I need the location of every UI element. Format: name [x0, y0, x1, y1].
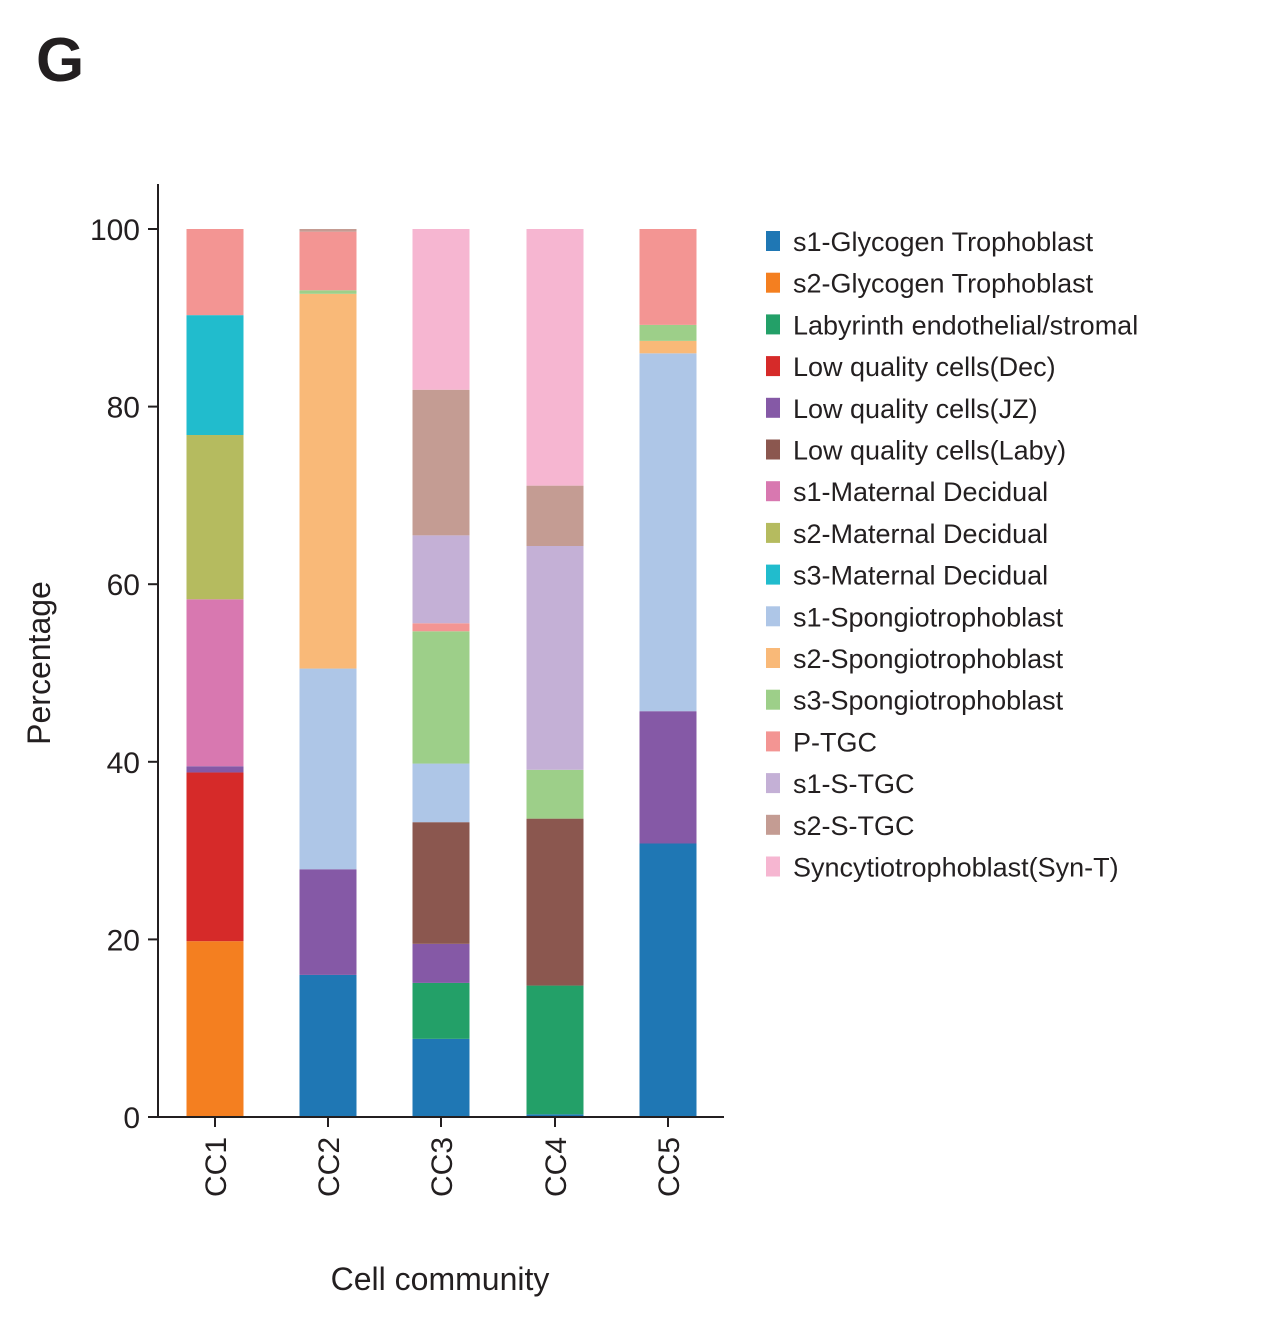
legend-label: Syncytiotrophoblast(Syn-T) [793, 853, 1119, 883]
legend-label: s2-S-TGC [793, 811, 915, 841]
bar-segment-cc5-4 [639, 711, 697, 844]
y-tick-label: 100 [90, 214, 140, 247]
bar-segment-cc5-9 [639, 353, 697, 712]
legend-label: Low quality cells(JZ) [793, 394, 1038, 424]
legend-swatch [766, 564, 780, 585]
bar-segment-cc3-5 [412, 822, 470, 944]
legend-label: s2-Spongiotrophoblast [793, 644, 1064, 674]
y-tick-label: 80 [107, 392, 140, 425]
legend-swatch [766, 856, 780, 877]
legend-swatch [766, 731, 780, 752]
legend-label: s3-Maternal Decidual [793, 561, 1048, 591]
bar-segment-cc1-4 [186, 766, 244, 773]
bar-segment-cc4-0 [526, 1114, 584, 1117]
legend-label: s1-Maternal Decidual [793, 477, 1048, 507]
legend: s1-Glycogen Trophoblast s2-Glycogen Troph… [766, 227, 1138, 883]
legend-label: s1-Spongiotrophoblast [793, 602, 1064, 632]
legend-swatch [766, 648, 780, 668]
legend-swatch [766, 814, 780, 835]
legend-label: Low quality cells(Dec) [793, 352, 1056, 382]
y-tick-label: 0 [123, 1102, 140, 1135]
bar-segment-cc3-2 [412, 982, 470, 1039]
legend-label: s1-S-TGC [793, 769, 915, 799]
bar-segment-cc2-14 [299, 229, 357, 232]
bar-segment-cc2-11 [299, 290, 357, 294]
y-axis-title: Percentage [21, 581, 57, 745]
x-ticks-group: CC1 CC2 CC3 CC4 CC5 [200, 1117, 686, 1197]
bar-segment-cc5-11 [639, 324, 697, 341]
y-ticks-group: 0 20 40 60 80 100 [90, 214, 158, 1135]
bar-segment-cc3-11 [412, 631, 470, 764]
legend-swatch [766, 397, 780, 418]
bar-segment-cc1-12 [186, 229, 244, 316]
x-tick-label: CC2 [313, 1137, 346, 1197]
bar-segment-cc1-1 [186, 941, 244, 1117]
panel-label: G [36, 26, 85, 95]
legend-label: Low quality cells(Laby) [793, 436, 1066, 466]
bars-group [186, 229, 697, 1117]
legend-swatch [766, 773, 780, 794]
bar-segment-cc3-14 [412, 389, 470, 536]
bar-segment-cc1-8 [186, 315, 244, 436]
legend-label: s1-Glycogen Trophoblast [793, 227, 1094, 257]
legend-swatch [766, 606, 780, 627]
y-tick-label: 60 [107, 569, 140, 602]
bar-segment-cc4-11 [526, 769, 584, 819]
y-tick-label: 40 [107, 747, 140, 780]
legend-label: s3-Spongiotrophoblast [793, 686, 1064, 716]
x-tick-label: CC1 [200, 1137, 233, 1197]
legend-swatch [766, 314, 780, 335]
legend-swatch [766, 522, 780, 543]
legend-swatch [766, 689, 780, 710]
bar-segment-cc3-0 [412, 1038, 470, 1117]
legend-swatch [766, 356, 780, 377]
bar-segment-cc4-14 [526, 485, 584, 547]
bar-segment-cc3-15 [412, 229, 470, 390]
legend-label: s2-Glycogen Trophoblast [793, 269, 1094, 299]
legend-swatch [766, 231, 780, 251]
legend-swatch [766, 481, 780, 502]
legend-label: s2-Maternal Decidual [793, 519, 1048, 549]
legend-swatch [766, 272, 780, 293]
bar-segment-cc3-13 [412, 535, 470, 624]
bar-segment-cc2-9 [299, 668, 357, 870]
y-tick-label: 20 [107, 924, 140, 957]
bar-segment-cc4-2 [526, 985, 584, 1115]
x-tick-label: CC5 [653, 1137, 686, 1197]
bar-segment-cc5-0 [639, 843, 697, 1117]
bar-segment-cc3-4 [412, 943, 470, 983]
bar-segment-cc5-10 [639, 340, 697, 354]
x-axis-title: Cell community [331, 1261, 550, 1297]
bar-segment-cc3-12 [412, 623, 470, 632]
bar-segment-cc3-9 [412, 763, 470, 823]
x-tick-label: CC3 [426, 1137, 459, 1197]
legend-label: P-TGC [793, 727, 877, 757]
bar-segment-cc1-6 [186, 599, 244, 767]
bar-segment-cc2-0 [299, 974, 357, 1117]
legend-swatch [766, 439, 780, 460]
bar-segment-cc4-15 [526, 229, 584, 486]
bar-segment-cc1-7 [186, 435, 244, 600]
x-tick-label: CC4 [540, 1137, 573, 1197]
bar-segment-cc2-12 [299, 231, 357, 291]
bar-segment-cc1-3 [186, 772, 244, 942]
bar-segment-cc2-4 [299, 869, 357, 975]
bar-segment-cc4-5 [526, 818, 584, 986]
legend-label: Labyrinth endothelial/stromal [793, 310, 1138, 340]
bar-segment-cc2-10 [299, 293, 357, 669]
bar-segment-cc5-12 [639, 229, 697, 325]
bar-segment-cc4-13 [526, 546, 584, 770]
